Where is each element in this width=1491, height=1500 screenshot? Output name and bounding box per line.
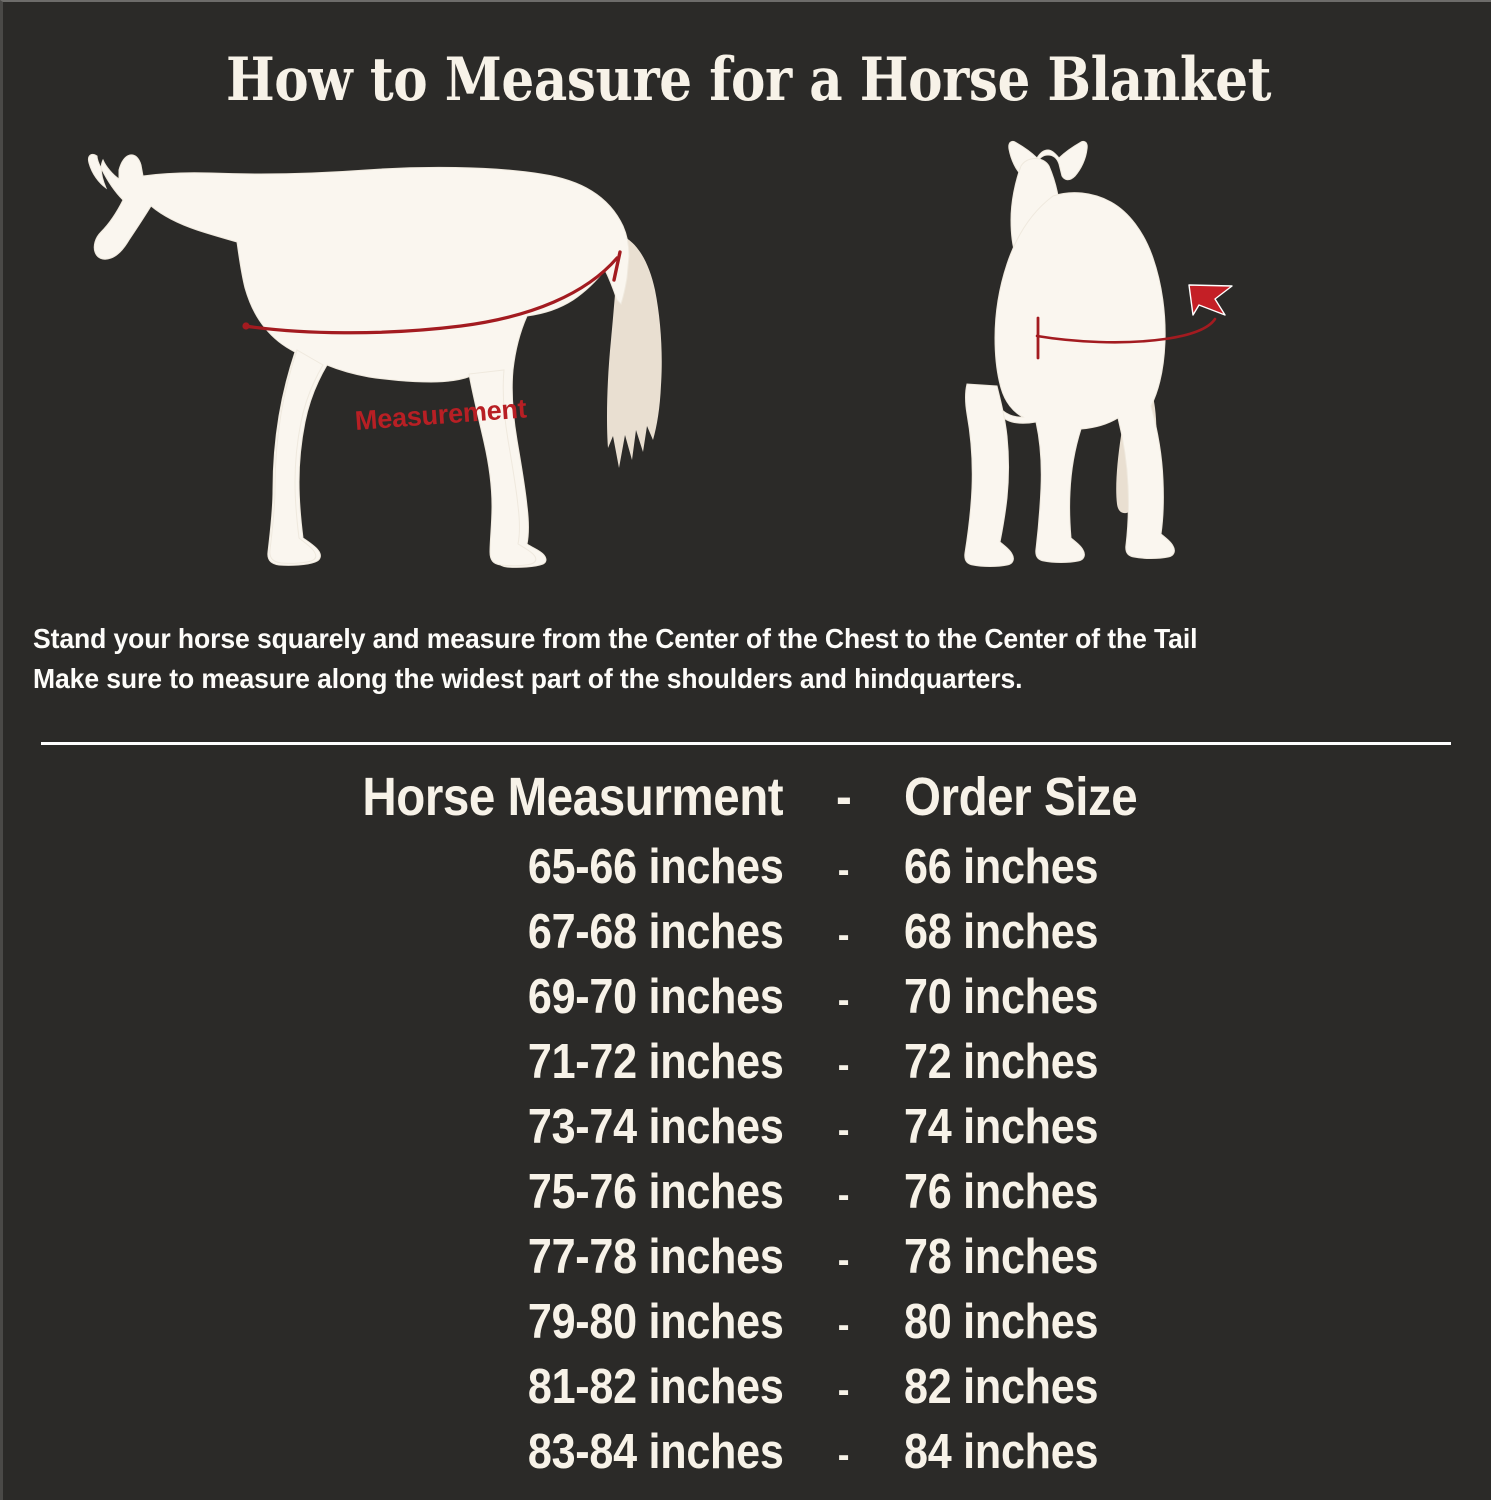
instructions-line-1: Stand your horse squarely and measure fr… xyxy=(33,623,1198,654)
row-separator-text: - xyxy=(837,1108,850,1152)
row-horse-measurement: 67-68 inches xyxy=(174,901,784,963)
row-horse-measurement: 65-66 inches xyxy=(174,836,784,898)
row-horse-measurement-text: 79-80 inches xyxy=(527,1295,784,1349)
row-order-size-text: 80 inches xyxy=(903,1295,1098,1349)
row-order-size-text: 82 inches xyxy=(903,1360,1098,1414)
section-divider xyxy=(41,742,1451,745)
size-chart-row: 83-84 inches - 84 inches xyxy=(3,1421,1491,1486)
size-chart-row: 79-80 inches - 80 inches xyxy=(3,1291,1491,1356)
size-chart-row: 71-72 inches - 72 inches xyxy=(3,1031,1491,1096)
size-chart-row: 69-70 inches - 70 inches xyxy=(3,966,1491,1031)
row-separator-text: - xyxy=(837,913,850,957)
row-horse-measurement-text: 65-66 inches xyxy=(527,840,784,894)
row-horse-measurement-text: 83-84 inches xyxy=(527,1425,784,1479)
size-chart-row: 81-82 inches - 82 inches xyxy=(3,1356,1491,1421)
size-chart-row: 65-66 inches - 66 inches xyxy=(3,836,1491,901)
row-separator-text: - xyxy=(837,1433,850,1477)
row-separator: - xyxy=(784,1359,904,1421)
row-horse-measurement-text: 81-82 inches xyxy=(527,1360,784,1414)
row-order-size: 78 inches xyxy=(904,1226,1324,1288)
row-order-size-text: 84 inches xyxy=(903,1425,1098,1479)
row-horse-measurement-text: 71-72 inches xyxy=(527,1035,784,1089)
row-horse-measurement: 81-82 inches xyxy=(174,1356,784,1418)
row-separator-text: - xyxy=(837,1173,850,1217)
size-chart-header-row: Horse Measurment - Order Size xyxy=(3,758,1491,836)
row-separator-text: - xyxy=(837,1238,850,1282)
row-horse-measurement: 79-80 inches xyxy=(174,1291,784,1353)
row-horse-measurement-text: 75-76 inches xyxy=(527,1165,784,1219)
row-order-size-text: 68 inches xyxy=(903,905,1098,959)
row-separator-text: - xyxy=(837,1368,850,1412)
size-chart-row: 73-74 inches - 74 inches xyxy=(3,1096,1491,1161)
row-order-size-text: 78 inches xyxy=(903,1230,1098,1284)
horse-rear-view xyxy=(964,140,1233,567)
size-chart: Horse Measurment - Order Size 65-66 inch… xyxy=(3,758,1491,1486)
instructions-block: Stand your horse squarely and measure fr… xyxy=(33,619,1413,699)
row-separator: - xyxy=(784,1294,904,1356)
row-horse-measurement: 73-74 inches xyxy=(174,1096,784,1158)
instructions-line-2: Make sure to measure along the widest pa… xyxy=(33,663,1023,694)
row-separator: - xyxy=(784,904,904,966)
row-order-size-text: 66 inches xyxy=(903,840,1098,894)
row-separator-text: - xyxy=(837,1043,850,1087)
header-measurement-column: Horse Measurment xyxy=(362,767,784,827)
row-horse-measurement: 75-76 inches xyxy=(174,1161,784,1223)
row-separator-text: - xyxy=(837,1303,850,1347)
row-separator: - xyxy=(784,1164,904,1226)
row-separator: - xyxy=(784,1424,904,1486)
row-order-size-text: 74 inches xyxy=(903,1100,1098,1154)
row-order-size-text: 76 inches xyxy=(903,1165,1098,1219)
header-order-size-column: Order Size xyxy=(903,767,1138,827)
row-horse-measurement: 71-72 inches xyxy=(174,1031,784,1093)
row-separator: - xyxy=(784,1229,904,1291)
row-separator: - xyxy=(784,969,904,1031)
row-order-size: 66 inches xyxy=(904,836,1324,898)
row-order-size: 74 inches xyxy=(904,1096,1324,1158)
row-order-size: 84 inches xyxy=(904,1421,1324,1483)
horse-front-leg-far xyxy=(269,349,324,564)
row-horse-measurement-text: 77-78 inches xyxy=(527,1230,784,1284)
horse-body-rear xyxy=(989,192,1175,563)
row-horse-measurement-text: 69-70 inches xyxy=(527,970,784,1024)
horse-hind-leg-far xyxy=(468,369,537,567)
row-order-size: 76 inches xyxy=(904,1161,1324,1223)
row-order-size: 70 inches xyxy=(904,966,1324,1028)
size-chart-body: 65-66 inches - 66 inches 67-68 inches - 68 in… xyxy=(3,836,1491,1486)
row-separator-text: - xyxy=(837,978,850,1022)
row-horse-measurement-text: 73-74 inches xyxy=(527,1100,784,1154)
size-chart-row: 67-68 inches - 68 inches xyxy=(3,901,1491,966)
size-chart-row: 75-76 inches - 76 inches xyxy=(3,1161,1491,1226)
row-order-size: 68 inches xyxy=(904,901,1324,963)
row-order-size: 72 inches xyxy=(904,1031,1324,1093)
row-order-size: 82 inches xyxy=(904,1356,1324,1418)
row-order-size: 80 inches xyxy=(904,1291,1324,1353)
row-order-size-text: 70 inches xyxy=(903,970,1098,1024)
row-horse-measurement: 83-84 inches xyxy=(174,1421,784,1483)
row-separator: - xyxy=(784,839,904,901)
row-order-size-text: 72 inches xyxy=(903,1035,1098,1089)
measurement-arrowhead-rear xyxy=(1188,284,1233,316)
measurement-line-side xyxy=(242,250,622,335)
measurement-line-rear xyxy=(1035,284,1233,360)
header-separator: - xyxy=(835,767,852,827)
illustration-area: Measurement xyxy=(3,130,1491,600)
page-title: How to Measure for a Horse Blanket xyxy=(225,45,1272,115)
horse-hind-legs-rear xyxy=(964,383,1014,567)
row-horse-measurement: 69-70 inches xyxy=(174,966,784,1028)
row-separator: - xyxy=(784,1034,904,1096)
row-separator: - xyxy=(784,1099,904,1161)
size-chart-row: 77-78 inches - 78 inches xyxy=(3,1226,1491,1291)
row-horse-measurement: 77-78 inches xyxy=(174,1226,784,1288)
horse-side-view xyxy=(88,153,662,568)
row-separator-text: - xyxy=(837,848,850,892)
row-horse-measurement-text: 67-68 inches xyxy=(527,905,784,959)
horse-body-side xyxy=(88,153,630,568)
